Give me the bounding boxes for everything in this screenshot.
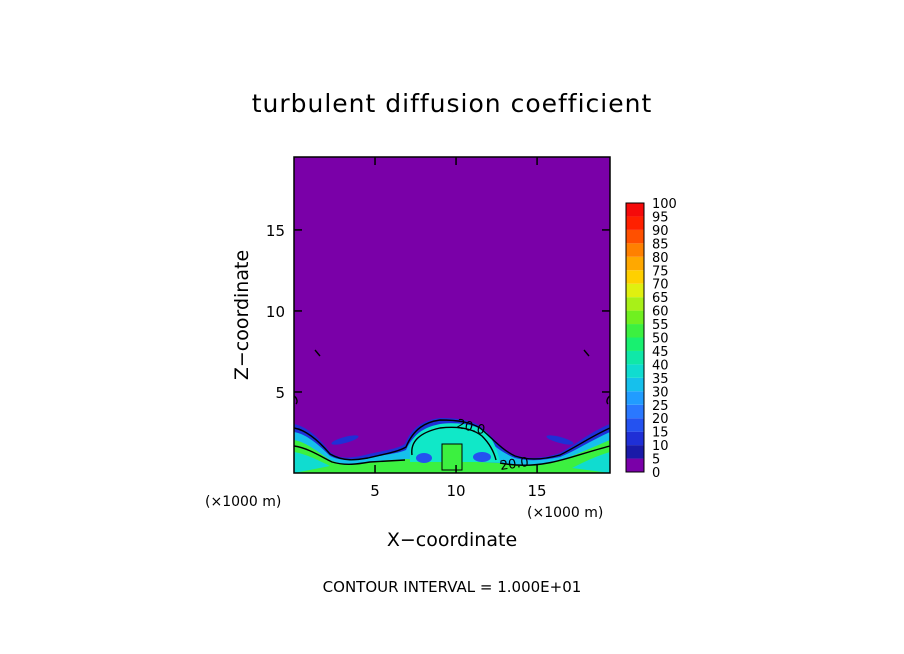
colorbar-swatch bbox=[626, 203, 644, 217]
colorbar-swatch bbox=[626, 270, 644, 284]
colorbar-label: 0 bbox=[652, 466, 660, 481]
colorbar-swatch bbox=[626, 418, 644, 432]
x-axis-title: X−coordinate bbox=[387, 529, 517, 551]
colorbar-label: 5 bbox=[652, 453, 660, 468]
boundary-layer-green bbox=[294, 440, 610, 473]
plot-area: 20.0 20.0 bbox=[294, 157, 610, 474]
plume-blob-left bbox=[416, 453, 432, 463]
colorbar-swatch bbox=[626, 337, 644, 351]
colorbar-label: 90 bbox=[652, 224, 669, 239]
colorbar-label: 20 bbox=[652, 412, 669, 427]
colorbar-swatch bbox=[626, 310, 644, 325]
colorbar-swatch bbox=[626, 243, 644, 257]
colorbar-label: 50 bbox=[652, 332, 669, 347]
contour-line-plume bbox=[411, 426, 497, 461]
colorbar-swatch bbox=[626, 297, 644, 311]
colorbar-label: 60 bbox=[652, 305, 669, 320]
colorbar-swatch bbox=[626, 391, 644, 405]
colorbar-label: 100 bbox=[652, 197, 677, 212]
y-axis-ticks: 5 10 15 bbox=[266, 222, 610, 402]
y-axis-unit: (×1000 m) bbox=[205, 494, 281, 510]
x-tick-label: 10 bbox=[447, 482, 466, 500]
plume-blob-right bbox=[473, 452, 491, 462]
colorbar-label: 15 bbox=[652, 426, 669, 441]
colorbar-label: 45 bbox=[652, 345, 669, 360]
eddy-right bbox=[546, 435, 574, 445]
colorbar-swatch bbox=[626, 377, 644, 392]
colorbar: 0510152025303540455055606570758085909510… bbox=[625, 197, 677, 481]
colorbar-label: 65 bbox=[652, 291, 669, 306]
colorbar-label: 95 bbox=[652, 210, 669, 225]
y-tick-label: 10 bbox=[266, 303, 285, 321]
colorbar-swatch bbox=[626, 445, 644, 459]
colorbar-label: 25 bbox=[652, 399, 669, 414]
colorbar-frame bbox=[625, 202, 645, 473]
colorbar-label: 80 bbox=[652, 251, 669, 266]
contour-label-upper: 20.0 bbox=[455, 417, 487, 439]
central-column bbox=[441, 443, 463, 471]
plot-frame bbox=[293, 156, 611, 474]
surface-cyan-pocket-right bbox=[572, 452, 610, 473]
colorbar-label: 40 bbox=[652, 358, 669, 373]
contour-tick-right bbox=[583, 349, 590, 357]
contour-tick-left bbox=[314, 349, 321, 357]
eddy-left bbox=[331, 435, 359, 445]
colorbar-label: 70 bbox=[652, 278, 669, 293]
colorbar-swatch bbox=[626, 350, 644, 365]
colorbar-label: 35 bbox=[652, 372, 669, 387]
contour-lines bbox=[294, 349, 610, 466]
contour-line-inner bbox=[294, 445, 610, 466]
colorbar-label: 30 bbox=[652, 385, 669, 400]
x-axis-unit: (×1000 m) bbox=[527, 505, 603, 521]
x-tick-label: 15 bbox=[528, 482, 547, 500]
y-tick-label: 15 bbox=[266, 222, 285, 240]
colorbar-label: 75 bbox=[652, 264, 669, 279]
colorbar-swatch bbox=[626, 364, 644, 378]
y-tick-label: 5 bbox=[275, 384, 285, 402]
colorbar-label: 85 bbox=[652, 237, 669, 252]
colorbar-swatch bbox=[626, 283, 644, 298]
colorbar-swatch bbox=[626, 216, 644, 230]
chart-title: turbulent diffusion coefficient bbox=[252, 89, 653, 118]
x-axis-ticks: 5 10 15 bbox=[370, 157, 547, 500]
contour-label-lower: 20.0 bbox=[499, 455, 530, 474]
colorbar-swatch bbox=[626, 229, 644, 244]
colorbar-swatch bbox=[626, 458, 644, 472]
contour-interval-note: CONTOUR INTERVAL = 1.000E+01 bbox=[323, 578, 582, 596]
colorbar-swatch bbox=[626, 404, 644, 419]
colorbar-label: 55 bbox=[652, 318, 669, 333]
contour-line-outer bbox=[294, 419, 610, 461]
surface-cyan-pocket-left bbox=[294, 452, 330, 473]
y-axis-title: Z−coordinate bbox=[231, 250, 253, 380]
colorbar-swatch bbox=[626, 431, 644, 446]
colorbar-label: 10 bbox=[652, 439, 669, 454]
colorbar-swatch bbox=[626, 324, 644, 338]
x-tick-label: 5 bbox=[370, 482, 380, 500]
colorbar-swatch bbox=[626, 256, 644, 271]
